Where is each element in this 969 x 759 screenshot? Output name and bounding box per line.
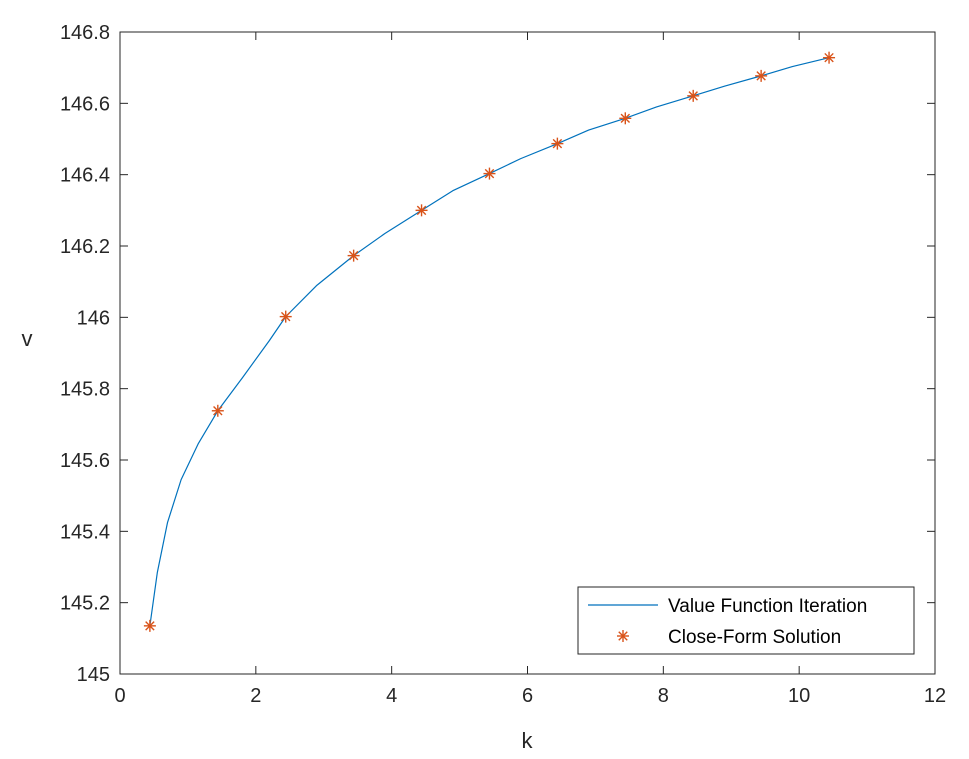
legend-label-closed-form: Close-Form Solution — [668, 627, 841, 648]
data-point-close-form-solution — [823, 51, 836, 64]
data-point-close-form-solution — [143, 619, 156, 632]
data-point-close-form-solution — [211, 404, 224, 417]
x-axis-label: k — [522, 728, 534, 753]
x-tick-label: 12 — [924, 685, 946, 707]
data-point-close-form-solution — [279, 310, 292, 323]
legend: Value Function Iteration Close-Form Solu… — [577, 586, 915, 655]
tick-layer: 0 2 4 6 8 10 12 145 145.2 145.4 145.6 145.8 146 146.2… — [60, 22, 946, 707]
x-tick-label: 0 — [114, 685, 125, 707]
y-tick-label: 146.4 — [60, 165, 110, 187]
y-tick-label: 145.6 — [60, 450, 110, 472]
data-point-close-form-solution — [483, 167, 496, 180]
data-point-close-form-solution — [755, 69, 768, 82]
x-tick-label: 6 — [522, 685, 533, 707]
data-point-close-form-solution — [347, 249, 360, 262]
y-tick-label: 146 — [77, 307, 110, 329]
plot-area — [120, 32, 935, 674]
y-tick-label: 145 — [77, 664, 110, 686]
y-tick-label: 145.2 — [60, 593, 110, 615]
data-point-close-form-solution — [687, 89, 700, 102]
series-layer — [143, 51, 836, 632]
x-tick-label: 2 — [250, 685, 261, 707]
x-tick-label: 4 — [386, 685, 397, 707]
y-axis-label: v — [22, 326, 33, 351]
data-point-close-form-solution — [551, 137, 564, 150]
x-tick-label: 10 — [788, 685, 810, 707]
y-tick-label: 146.6 — [60, 93, 110, 115]
legend-label-vfi: Value Function Iteration — [668, 596, 867, 617]
data-point-close-form-solution — [619, 112, 632, 125]
x-tick-label: 8 — [658, 685, 669, 707]
legend-marker-asterisk — [617, 630, 629, 642]
legend-asterisk-mark — [617, 630, 629, 642]
data-point-close-form-solution — [415, 204, 428, 217]
y-tick-label: 146.8 — [60, 22, 110, 44]
y-tick-label: 146.2 — [60, 236, 110, 258]
y-tick-label: 145.4 — [60, 521, 110, 543]
legend-box — [577, 586, 915, 655]
y-tick-label: 145.8 — [60, 379, 110, 401]
